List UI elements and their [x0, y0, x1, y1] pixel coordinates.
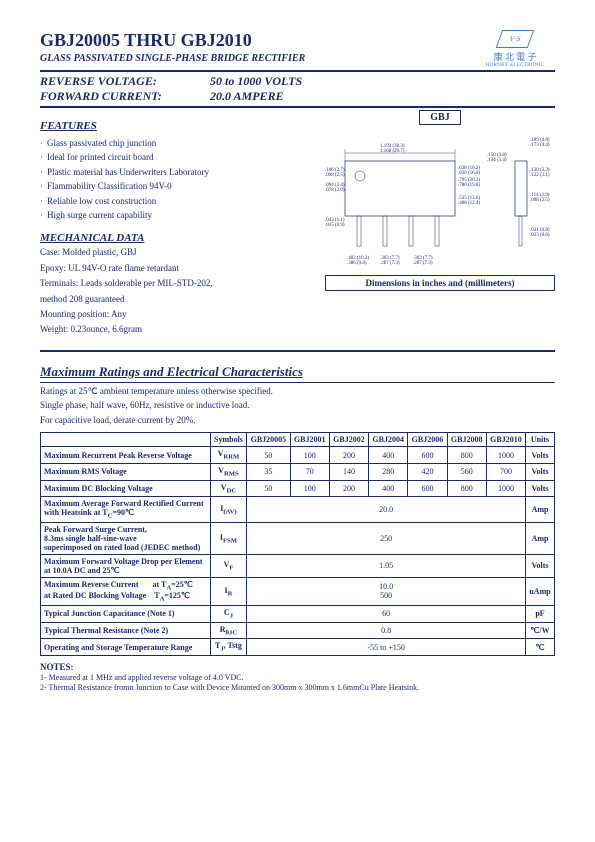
- package-diagram: 1.193 (30.3) 1.168 (29.7) .106 (2.7) .09…: [325, 131, 555, 271]
- table-row: Maximum Recurrent Peak Reverse VoltageVR…: [41, 447, 555, 464]
- feature-item: Ideal for printed circuit board: [40, 150, 305, 164]
- divider: [40, 106, 555, 108]
- company-logo: V·S 康 北 電 子 HORNBY ELECTRONIC: [475, 30, 555, 68]
- right-column: GBJ 1.193 (30.3) 1.168 (29.7) .106 (2.7): [325, 110, 555, 338]
- reverse-voltage-label: REVERSE VOLTAGE:: [40, 74, 210, 89]
- header: GBJ20005 THRU GBJ2010 GLASS PASSIVATED S…: [40, 30, 555, 68]
- header-left: GBJ20005 THRU GBJ2010 GLASS PASSIVATED S…: [40, 30, 305, 66]
- reverse-voltage-line: REVERSE VOLTAGE: 50 to 1000 VOLTS: [40, 74, 555, 89]
- mechanical-line: Terminals: Leads solderable per MIL-STD-…: [40, 276, 305, 290]
- table-row: Maximum Forward Voltage Drop per Element…: [41, 554, 555, 577]
- ratings-table: SymbolsGBJ20005GBJ2001GBJ2002GBJ2004GBJ2…: [40, 432, 555, 655]
- note-item: 1- Measured at 1 MHz and applied reverse…: [40, 673, 555, 682]
- ratings-intro: Ratings at 25℃ ambient temperature unles…: [40, 385, 555, 427]
- table-row: Peak Forward Surge Current,8.3ms single …: [41, 522, 555, 554]
- table-header: Symbols: [210, 433, 247, 447]
- table-row: Maximum Reverse Current at TA=25℃at Rate…: [41, 577, 555, 605]
- feature-item: Glass passivated chip junction: [40, 136, 305, 150]
- mechanical-line: Mounting position: Any: [40, 307, 305, 321]
- table-row: Maximum DC Blocking VoltageVDC5010020040…: [41, 480, 555, 497]
- forward-current-line: FORWARD CURRENT: 20.0 AMPERE: [40, 89, 555, 104]
- table-header: GBJ2004: [369, 433, 408, 447]
- feature-list: Glass passivated chip junctionIdeal for …: [40, 136, 305, 222]
- table-header: GBJ2002: [329, 433, 368, 447]
- svg-text:.488 (12.4): .488 (12.4): [458, 201, 480, 206]
- table-header: GBJ2006: [408, 433, 447, 447]
- svg-text:.122 (3.1): .122 (3.1): [530, 173, 550, 178]
- ratings-intro-line: Ratings at 25℃ ambient temperature unles…: [40, 385, 555, 398]
- svg-text:.023 (0.6): .023 (0.6): [530, 233, 550, 238]
- table-header: GBJ2008: [447, 433, 486, 447]
- mechanical-data: Case: Molded plastic, GBJ Epoxy: UL 94V-O…: [40, 245, 305, 336]
- svg-text:.630 (16.0): .630 (16.0): [458, 171, 480, 176]
- features-title: FEATURES: [40, 120, 305, 132]
- package-label: GBJ: [419, 110, 460, 125]
- svg-text:1.168 (29.7): 1.168 (29.7): [380, 149, 405, 154]
- logo-icon: V·S: [496, 30, 535, 48]
- feature-item: High surge current capability: [40, 208, 305, 222]
- notes-title: NOTES:: [40, 662, 555, 672]
- ratings-title: Maximum Ratings and Electrical Character…: [40, 364, 555, 380]
- svg-text:.287 (7.3): .287 (7.3): [380, 261, 400, 266]
- reverse-voltage-value: 50 to 1000 VOLTS: [210, 74, 302, 89]
- doc-subtitle: GLASS PASSIVATED SINGLE-PHASE BRIDGE REC…: [40, 53, 305, 64]
- mechanical-line: Case: Molded plastic, GBJ: [40, 245, 305, 259]
- table-row: Operating and Storage Temperature RangeT…: [41, 639, 555, 656]
- table-row: Maximum Average Forward Rectified Curren…: [41, 497, 555, 523]
- table-header: Units: [526, 433, 555, 447]
- feature-item: Flammability Classification 94V-0: [40, 179, 305, 193]
- table-row: Typical Junction Capacitance (Note 1)CJ6…: [41, 606, 555, 623]
- feature-item: Reliable low cost construction: [40, 194, 305, 208]
- logo-en: HORNBY ELECTRONIC: [475, 63, 555, 68]
- svg-text:.098 (2.5): .098 (2.5): [530, 198, 550, 203]
- forward-current-value: 20.0 AMPERE: [210, 89, 284, 104]
- note-item: 2- Thermal Resistance fromn Junction to …: [40, 683, 555, 692]
- ratings-intro-line: Single phase, half wave, 60Hz, resistive…: [40, 399, 555, 412]
- upper-section: FEATURES Glass passivated chip junctionI…: [40, 110, 555, 338]
- forward-current-label: FORWARD CURRENT:: [40, 89, 210, 104]
- left-column: FEATURES Glass passivated chip junctionI…: [40, 110, 305, 338]
- notes-section: NOTES: 1- Measured at 1 MHz and applied …: [40, 662, 555, 692]
- mechanical-line: Weight: 0.23ounce, 6.6gram: [40, 322, 305, 336]
- package-svg: 1.193 (30.3) 1.168 (29.7) .106 (2.7) .09…: [325, 131, 555, 271]
- divider: [40, 382, 555, 383]
- svg-text:.098 (2.5): .098 (2.5): [325, 173, 345, 178]
- mechanical-title: MECHANICAL DATA: [40, 232, 305, 244]
- ratings-intro-line: For capacitive load, derate current by 2…: [40, 414, 555, 427]
- table-header: GBJ20005: [247, 433, 290, 447]
- table-row: Typical Thermal Resistance (Note 2)RθJC0…: [41, 622, 555, 639]
- svg-text:.386 (9.8): .386 (9.8): [347, 261, 367, 266]
- logo-cn: 康 北 電 子: [475, 50, 555, 63]
- svg-text:.780 (19.8): .780 (19.8): [458, 183, 480, 188]
- notes-list: 1- Measured at 1 MHz and applied reverse…: [40, 673, 555, 692]
- divider: [40, 70, 555, 72]
- svg-text:.173 (4.4): .173 (4.4): [530, 143, 550, 148]
- table-header: GBJ2001: [290, 433, 329, 447]
- diagram-caption: Dimensions in inches and (millimeters): [325, 275, 555, 291]
- table-header: GBJ2010: [486, 433, 525, 447]
- mechanical-line: Epoxy: UL 94V-O rate flame retardant: [40, 261, 305, 275]
- svg-text:.287 (7.3): .287 (7.3): [413, 261, 433, 266]
- divider: [40, 350, 555, 352]
- svg-text:.035 (0.9): .035 (0.9): [325, 223, 345, 228]
- table-row: Maximum RMS VoltageVRMS35701402804205607…: [41, 464, 555, 481]
- svg-text:.134 (3.4): .134 (3.4): [487, 158, 507, 163]
- doc-title: GBJ20005 THRU GBJ2010: [40, 30, 305, 51]
- feature-item: Plastic material has Underwriters Labora…: [40, 165, 305, 179]
- svg-text:.078 (2.0): .078 (2.0): [325, 188, 345, 193]
- mechanical-line: method 208 guaranteed: [40, 292, 305, 306]
